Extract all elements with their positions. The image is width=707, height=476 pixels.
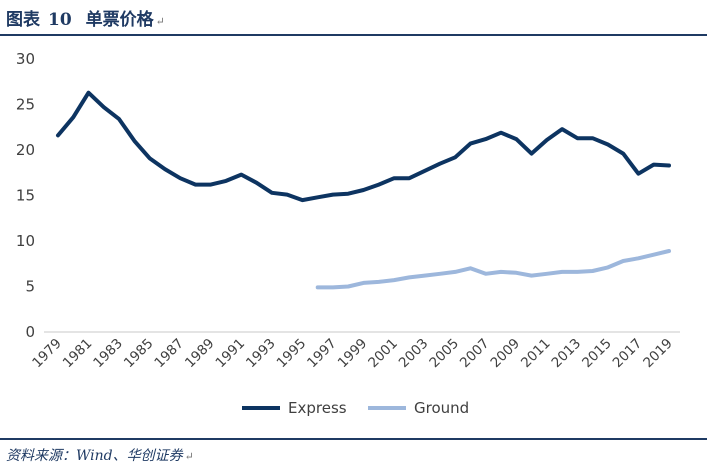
x-tick-label: 2003 xyxy=(396,336,432,372)
figure-header: 图表 10 单票价格 ↵ xyxy=(0,0,707,34)
line-chart: 0510152025301979198119831985198719891991… xyxy=(16,50,680,417)
x-tick-label: 2013 xyxy=(549,336,585,372)
x-tick-label: 1985 xyxy=(121,336,157,372)
x-tick-label: 1997 xyxy=(304,336,340,372)
chart-title: 单票价格 xyxy=(85,10,154,30)
legend-label-ground: Ground xyxy=(414,399,469,417)
figure-number: 10 xyxy=(48,10,72,30)
footer-divider xyxy=(0,438,707,440)
x-tick-label: 1999 xyxy=(335,336,371,372)
source-note: 资料来源：Wind、华创证券 ↵ xyxy=(6,445,194,465)
x-tick-label: 1989 xyxy=(182,336,218,372)
figure-label: 图表 xyxy=(6,10,40,30)
x-tick-label: 2001 xyxy=(365,336,401,372)
figure-title: 图表 10 单票价格 ↵ xyxy=(6,5,165,30)
y-tick-label: 25 xyxy=(16,96,35,114)
series-line-ground xyxy=(315,249,671,290)
legend-label-express: Express xyxy=(288,399,347,417)
x-tick-label: 1981 xyxy=(60,336,96,372)
source-text: 资料来源：Wind、华创证券 xyxy=(6,448,183,464)
x-tick-label: 2011 xyxy=(518,336,554,372)
header-divider xyxy=(0,34,707,36)
x-tick-label: 2009 xyxy=(487,336,523,372)
y-tick-label: 10 xyxy=(16,232,35,250)
x-tick-label: 1983 xyxy=(90,336,126,372)
x-tick-label: 1991 xyxy=(213,336,249,372)
series-line-express xyxy=(56,90,671,203)
paragraph-mark-icon: ↵ xyxy=(155,15,165,28)
y-tick-label: 0 xyxy=(25,323,35,341)
x-tick-label: 2017 xyxy=(610,336,646,372)
y-tick-label: 5 xyxy=(25,278,35,296)
y-tick-label: 20 xyxy=(16,141,35,159)
y-tick-label: 15 xyxy=(16,187,35,205)
paragraph-mark-icon: ↵ xyxy=(184,450,194,463)
x-tick-label: 2019 xyxy=(640,336,676,372)
x-tick-label: 1987 xyxy=(151,336,187,372)
x-tick-label: 2015 xyxy=(579,336,615,372)
x-tick-label: 1995 xyxy=(274,336,310,372)
y-tick-label: 30 xyxy=(16,50,35,68)
x-tick-label: 2005 xyxy=(426,336,462,372)
x-tick-label: 1993 xyxy=(243,336,279,372)
x-tick-label: 2007 xyxy=(457,336,493,372)
